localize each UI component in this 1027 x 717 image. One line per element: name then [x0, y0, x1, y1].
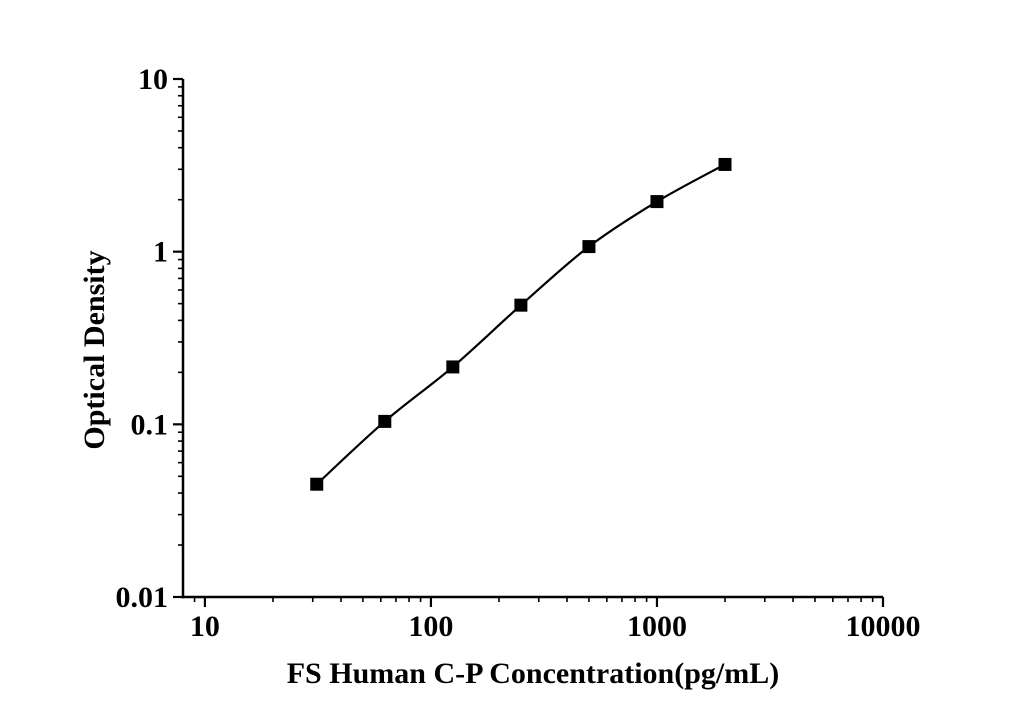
data-point-marker: [650, 195, 664, 209]
y-tick-label: 1: [153, 236, 168, 269]
x-tick-label: 10: [190, 610, 220, 643]
y-tick-label: 10: [138, 63, 168, 96]
data-point-marker: [514, 298, 528, 312]
data-point-marker: [310, 477, 324, 491]
standard-curve-line: [316, 163, 726, 486]
data-point-marker: [378, 414, 392, 428]
x-tick-label: 1000: [627, 610, 687, 643]
y-axis-title: Optical Density: [78, 250, 111, 450]
y-tick-label: 0.01: [116, 581, 169, 614]
data-point-marker: [446, 360, 460, 374]
data-point-marker: [718, 157, 732, 171]
x-axis-title: FS Human C-P Concentration(pg/mL): [286, 657, 780, 690]
x-tick-label: 100: [408, 610, 453, 643]
y-tick-label: 0.1: [131, 408, 169, 441]
data-point-marker: [582, 240, 596, 254]
x-tick-label: 10000: [846, 610, 921, 643]
